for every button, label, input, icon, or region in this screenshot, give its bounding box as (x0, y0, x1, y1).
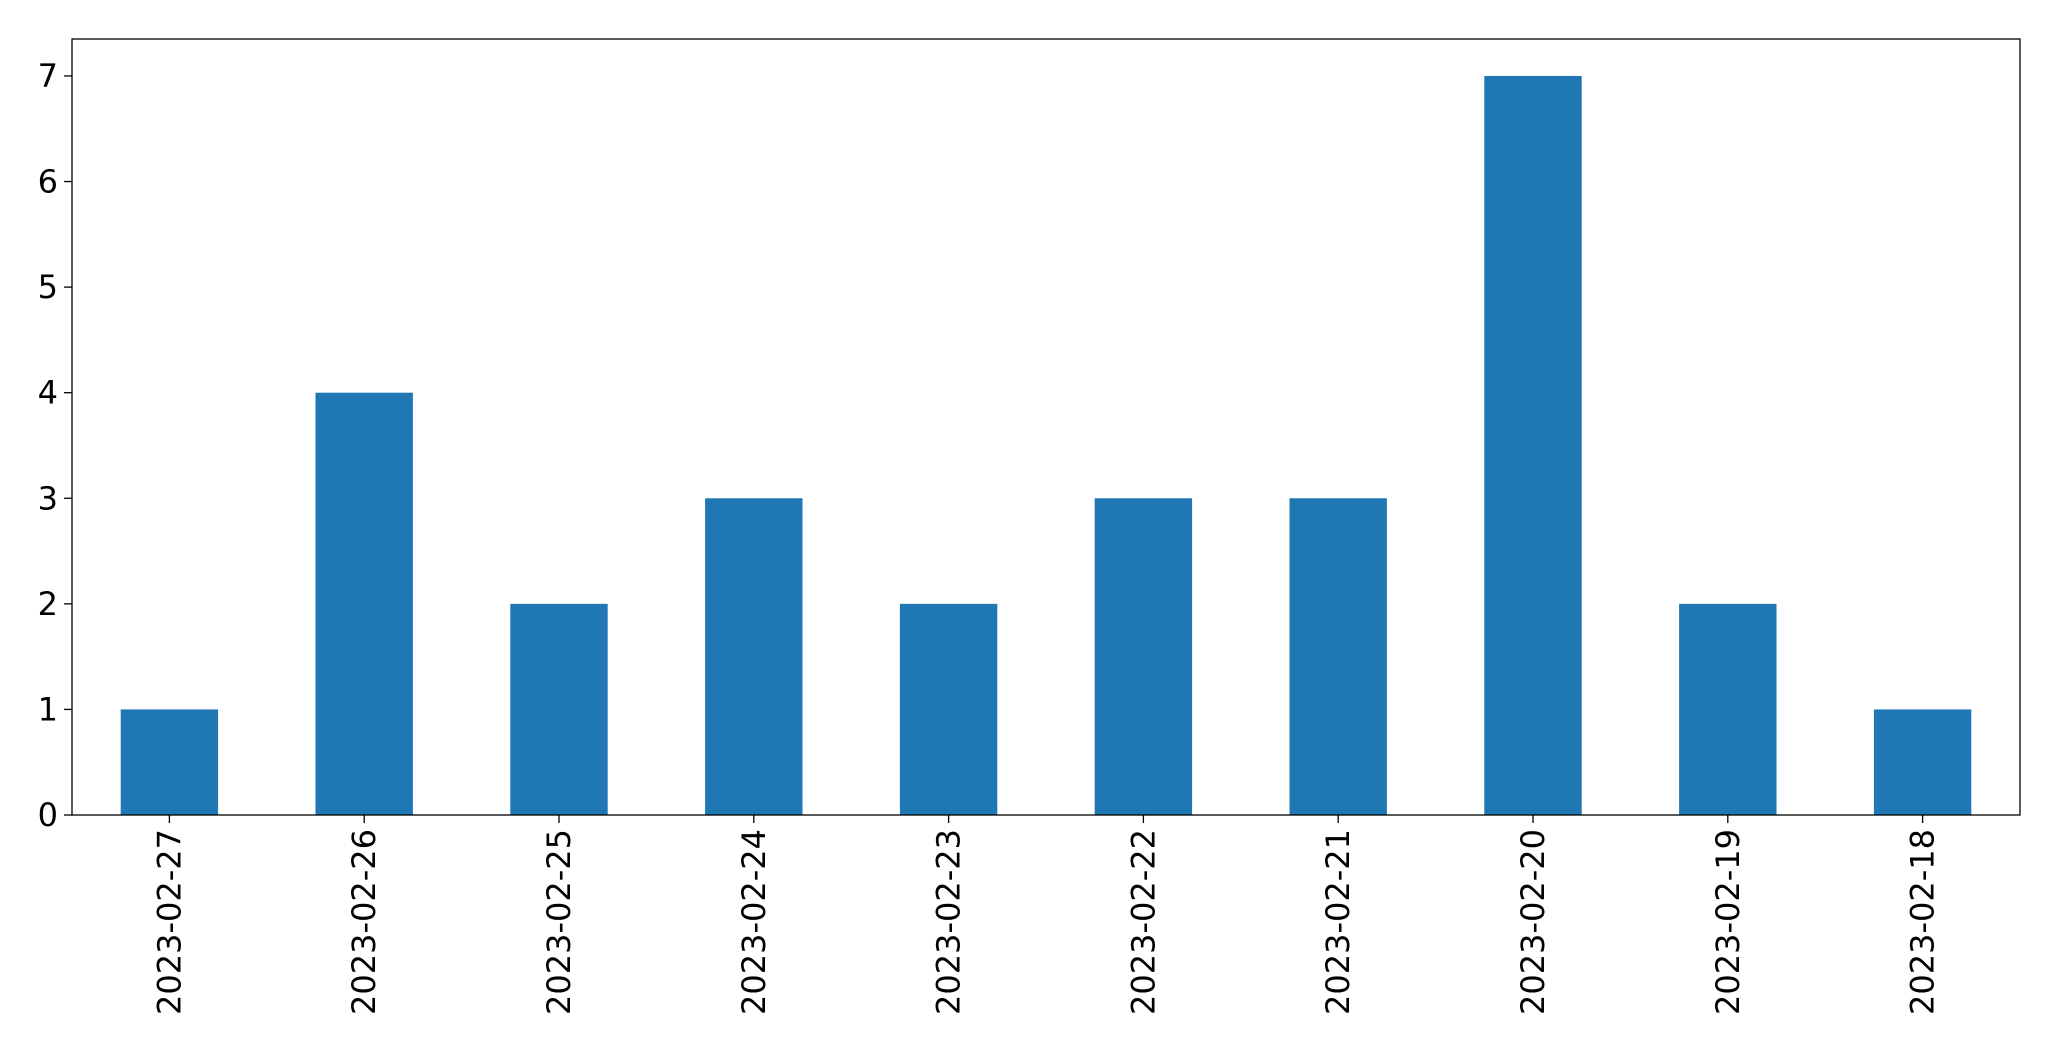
y-tick-label: 7 (38, 57, 58, 95)
x-tick-label: 2023-02-20 (1514, 829, 1552, 1015)
x-tick-label: 2023-02-26 (345, 829, 383, 1015)
y-tick-label: 0 (38, 796, 58, 834)
x-tick-label: 2023-02-22 (1124, 829, 1162, 1015)
bar (315, 392, 413, 815)
y-tick-label: 5 (38, 268, 58, 306)
y-tick-label: 1 (38, 690, 58, 728)
bar (899, 603, 998, 815)
bar (510, 603, 608, 815)
bar (1679, 603, 1777, 815)
y-tick-label: 6 (38, 163, 58, 201)
x-tick-label: 2023-02-18 (1904, 829, 1942, 1015)
x-tick-label: 2023-02-25 (540, 829, 578, 1015)
bar (1094, 498, 1193, 815)
y-tick-label: 3 (38, 479, 58, 517)
bar (1289, 498, 1387, 815)
bar (120, 709, 219, 815)
y-tick-label: 4 (38, 374, 58, 412)
x-tick-label: 2023-02-24 (735, 829, 773, 1015)
bar (1873, 709, 1972, 815)
bar (1484, 75, 1582, 815)
bar (705, 498, 803, 815)
plot-frame (71, 38, 2021, 816)
x-tick-label: 2023-02-19 (1709, 829, 1747, 1015)
x-tick-label: 2023-02-23 (930, 829, 968, 1015)
x-tick-label: 2023-02-21 (1319, 829, 1357, 1015)
x-tick-label: 2023-02-27 (150, 829, 188, 1015)
y-tick-label: 2 (38, 585, 58, 623)
